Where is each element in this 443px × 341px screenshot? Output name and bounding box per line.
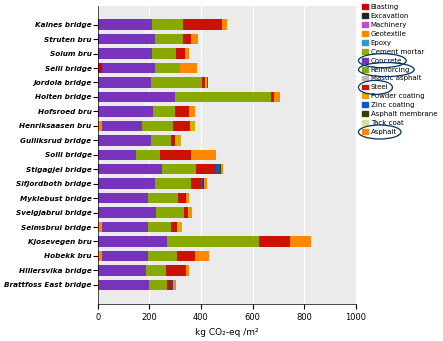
Bar bbox=[204, 178, 207, 189]
Bar bbox=[102, 121, 142, 131]
Bar bbox=[183, 19, 222, 30]
Bar bbox=[195, 251, 210, 261]
Bar bbox=[189, 106, 194, 117]
Bar bbox=[156, 207, 184, 218]
Bar bbox=[151, 135, 171, 146]
Bar bbox=[220, 164, 221, 174]
Bar bbox=[190, 34, 198, 44]
Bar bbox=[98, 77, 151, 88]
Bar bbox=[221, 164, 223, 174]
Bar bbox=[155, 63, 180, 73]
Bar bbox=[98, 150, 136, 160]
Bar bbox=[201, 178, 203, 189]
Bar bbox=[98, 265, 146, 276]
Bar bbox=[152, 48, 176, 59]
Bar bbox=[98, 34, 155, 44]
Bar bbox=[160, 150, 191, 160]
Bar bbox=[178, 193, 186, 203]
Bar bbox=[146, 265, 166, 276]
Bar bbox=[99, 280, 149, 290]
Bar bbox=[217, 164, 220, 174]
Bar bbox=[171, 222, 177, 232]
Bar bbox=[175, 92, 271, 102]
X-axis label: kg CO₂-eq /m²: kg CO₂-eq /m² bbox=[195, 328, 259, 337]
Bar bbox=[180, 63, 197, 73]
Bar bbox=[167, 280, 172, 290]
Bar bbox=[206, 77, 207, 88]
Bar bbox=[98, 178, 155, 189]
Bar bbox=[98, 207, 156, 218]
Bar bbox=[98, 222, 102, 232]
Bar bbox=[222, 19, 227, 30]
Bar bbox=[271, 92, 275, 102]
Bar bbox=[184, 207, 188, 218]
Bar bbox=[98, 92, 175, 102]
Bar bbox=[186, 265, 189, 276]
Bar bbox=[98, 121, 102, 131]
Bar bbox=[98, 19, 152, 30]
Bar bbox=[166, 265, 186, 276]
Bar bbox=[98, 48, 152, 59]
Bar bbox=[98, 135, 151, 146]
Bar bbox=[152, 19, 183, 30]
Bar bbox=[136, 150, 160, 160]
Bar bbox=[177, 222, 182, 232]
Bar bbox=[172, 280, 173, 290]
Bar bbox=[175, 106, 189, 117]
Bar bbox=[155, 178, 190, 189]
Legend: Blasting, Excavation, Machinery, Geotextile, Epoxy, Cement mortar, Concrete, Rei: Blasting, Excavation, Machinery, Geotext… bbox=[362, 3, 438, 136]
Bar bbox=[202, 77, 206, 88]
Bar bbox=[98, 280, 99, 290]
Bar bbox=[167, 236, 259, 247]
Bar bbox=[173, 121, 190, 131]
Bar bbox=[191, 150, 216, 160]
Bar bbox=[155, 34, 183, 44]
Bar bbox=[102, 63, 155, 73]
Bar bbox=[203, 178, 204, 189]
Bar bbox=[148, 193, 178, 203]
Bar bbox=[259, 236, 290, 247]
Bar bbox=[153, 106, 175, 117]
Bar bbox=[175, 135, 181, 146]
Bar bbox=[98, 63, 102, 73]
Bar bbox=[177, 251, 195, 261]
Bar bbox=[98, 251, 102, 261]
Bar bbox=[149, 280, 167, 290]
Bar bbox=[275, 92, 280, 102]
Bar bbox=[196, 164, 217, 174]
Bar bbox=[102, 222, 148, 232]
Bar bbox=[148, 222, 171, 232]
Bar bbox=[186, 193, 189, 203]
Bar bbox=[98, 106, 153, 117]
Bar bbox=[190, 178, 201, 189]
Bar bbox=[151, 77, 202, 88]
Bar bbox=[142, 121, 173, 131]
Bar bbox=[98, 236, 167, 247]
Bar bbox=[171, 135, 175, 146]
Bar bbox=[176, 48, 186, 59]
Bar bbox=[188, 207, 189, 218]
Bar bbox=[162, 164, 196, 174]
Bar bbox=[98, 164, 162, 174]
Bar bbox=[148, 251, 177, 261]
Bar bbox=[173, 280, 176, 290]
Bar bbox=[190, 121, 195, 131]
Bar bbox=[189, 207, 192, 218]
Bar bbox=[290, 236, 311, 247]
Bar bbox=[207, 77, 209, 88]
Bar bbox=[102, 251, 148, 261]
Bar bbox=[98, 193, 148, 203]
Bar bbox=[183, 34, 190, 44]
Bar bbox=[186, 48, 189, 59]
